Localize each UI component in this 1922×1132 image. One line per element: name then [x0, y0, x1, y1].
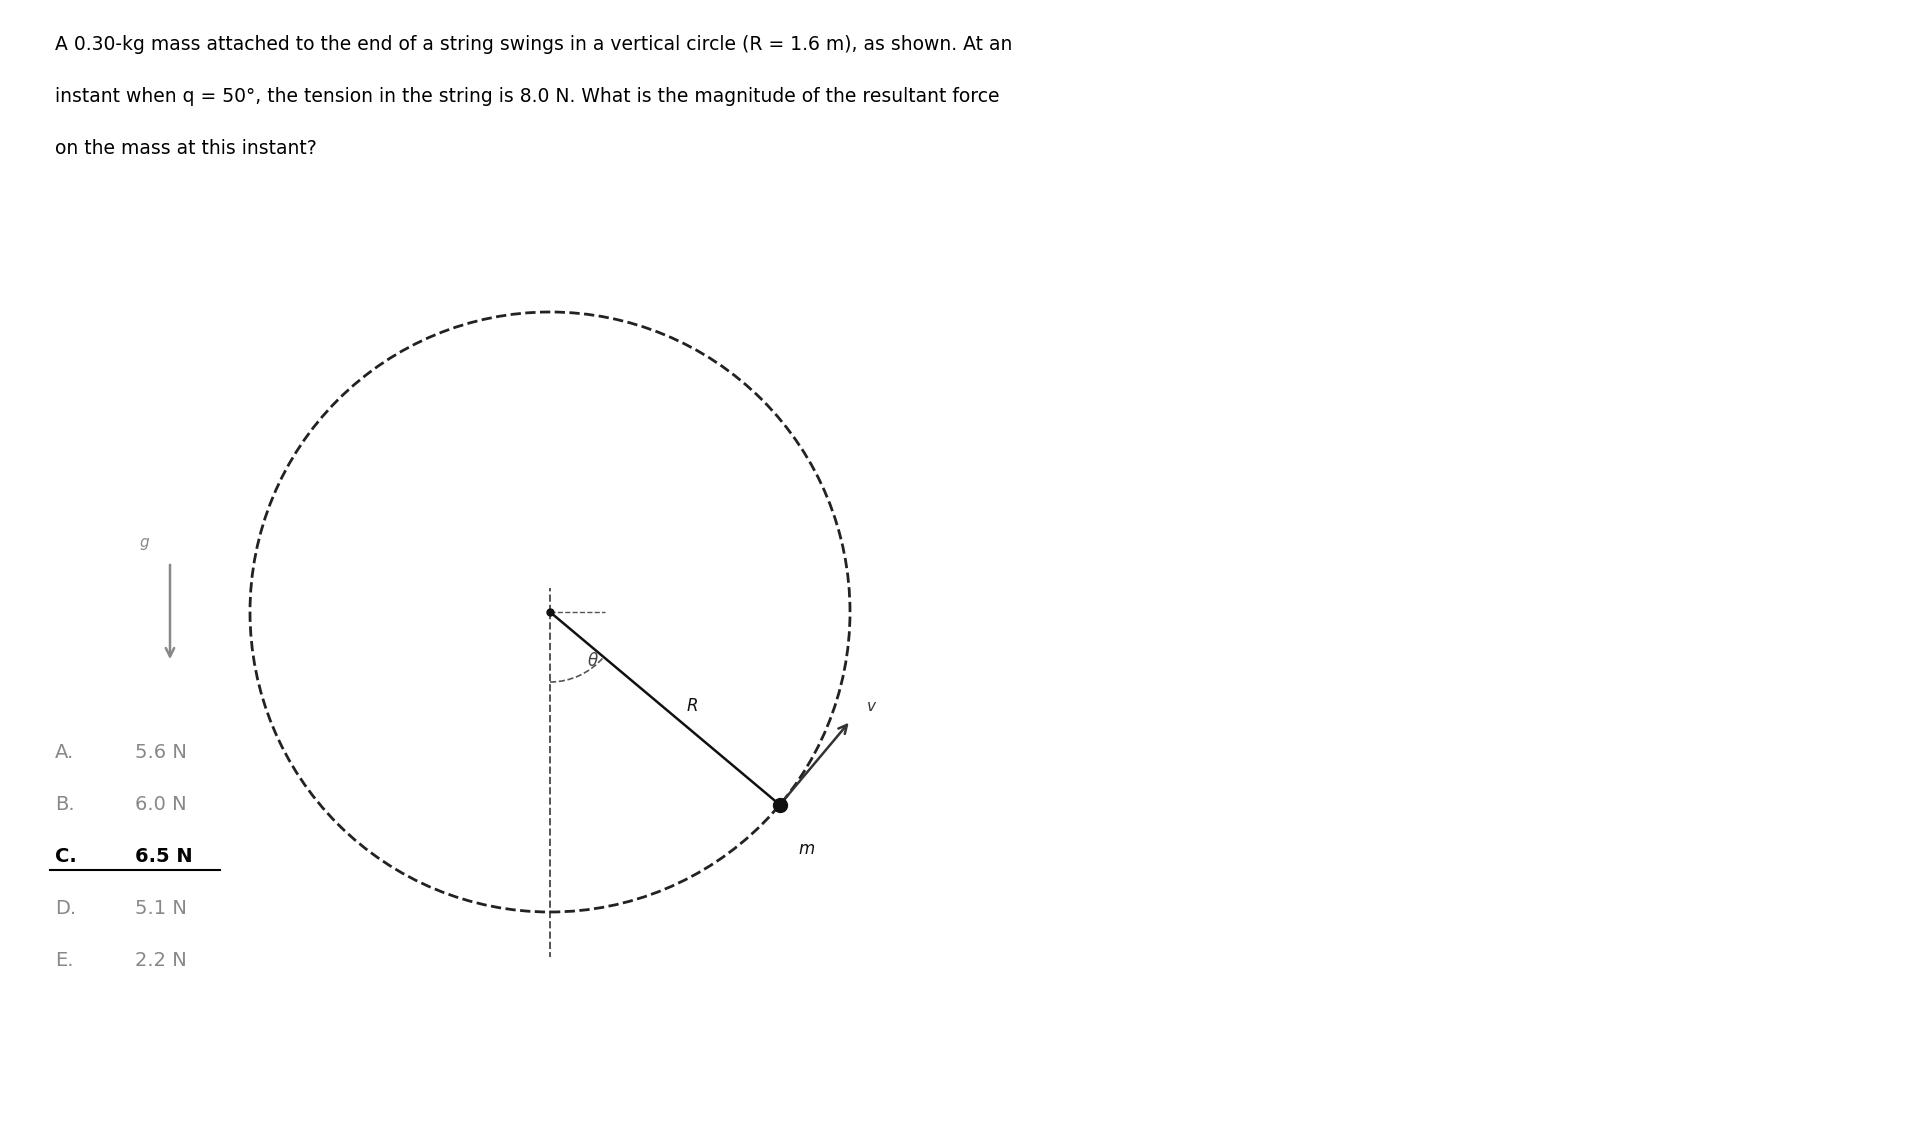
Text: C.: C. [56, 847, 77, 866]
Text: instant when q = 50°, the tension in the string is 8.0 N. What is the magnitude : instant when q = 50°, the tension in the… [56, 87, 999, 106]
Text: $\theta$: $\theta$ [586, 652, 600, 670]
Text: E.: E. [56, 951, 73, 969]
Text: $g$: $g$ [140, 535, 150, 552]
Text: $R$: $R$ [686, 697, 698, 715]
Text: A 0.30-kg mass attached to the end of a string swings in a vertical circle (R = : A 0.30-kg mass attached to the end of a … [56, 35, 1013, 54]
Text: on the mass at this instant?: on the mass at this instant? [56, 139, 317, 158]
Text: D.: D. [56, 899, 77, 918]
Text: 6.0 N: 6.0 N [135, 795, 186, 814]
Text: A.: A. [56, 743, 75, 762]
Text: 5.1 N: 5.1 N [135, 899, 186, 918]
Text: $v$: $v$ [865, 698, 876, 713]
Text: $m$: $m$ [798, 840, 815, 858]
Text: 2.2 N: 2.2 N [135, 951, 186, 969]
Text: 6.5 N: 6.5 N [135, 847, 192, 866]
Text: B.: B. [56, 795, 75, 814]
Text: 5.6 N: 5.6 N [135, 743, 186, 762]
